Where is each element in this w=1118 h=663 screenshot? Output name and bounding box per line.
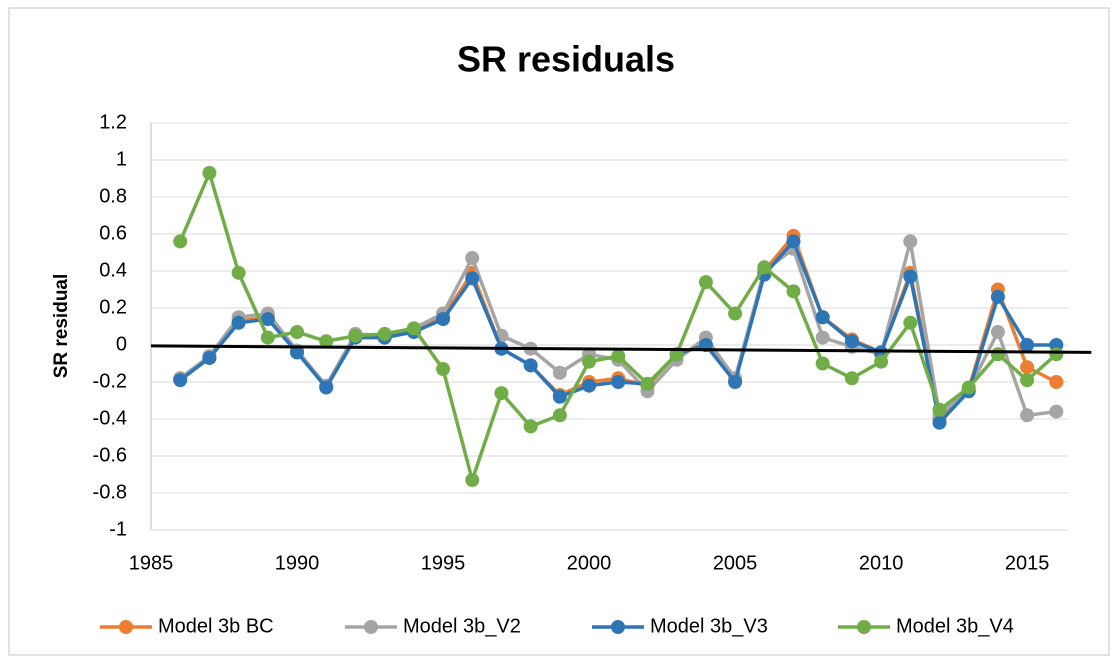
data-point [231, 315, 246, 330]
data-point [698, 275, 713, 290]
data-point [990, 347, 1005, 362]
data-point [1020, 408, 1035, 423]
legend-swatch-marker [364, 620, 378, 634]
data-point [815, 310, 830, 325]
data-point [786, 284, 801, 299]
data-point [903, 234, 918, 249]
data-point [173, 234, 188, 249]
legend-item: Model 3b_V3 [592, 615, 768, 637]
data-point [903, 315, 918, 330]
data-point [552, 365, 567, 380]
x-tick-label: 1985 [129, 552, 174, 574]
data-point [173, 373, 188, 388]
data-point [990, 325, 1005, 340]
legend-label: Model 3b_V2 [403, 615, 521, 637]
legend-item: Model 3b_V4 [838, 615, 1014, 637]
data-point [844, 334, 859, 349]
data-point [815, 356, 830, 371]
data-point [874, 354, 889, 369]
y-axis-label: SR residual [51, 274, 72, 379]
data-point [202, 165, 217, 180]
data-point [786, 234, 801, 249]
legend-swatch-marker [119, 620, 133, 634]
y-tick-label: 1.2 [99, 111, 127, 133]
data-point [406, 321, 421, 336]
y-tick-label: -0.8 [93, 481, 127, 503]
x-tick-label: 1995 [421, 552, 466, 574]
data-point [552, 408, 567, 423]
data-point [1049, 347, 1064, 362]
data-point [640, 376, 655, 391]
y-tick-label: -0.6 [93, 444, 127, 466]
data-point [465, 271, 480, 286]
data-point [319, 380, 334, 395]
data-point [1020, 373, 1035, 388]
data-point [1020, 338, 1035, 352]
y-tick-label: 0.6 [99, 222, 127, 244]
data-point [903, 269, 918, 284]
data-point [582, 354, 597, 369]
data-point [465, 251, 480, 266]
data-point [611, 375, 626, 389]
data-point [728, 306, 743, 321]
data-point [961, 380, 976, 395]
data-point [523, 419, 538, 434]
data-point [290, 325, 305, 340]
data-point [844, 371, 859, 386]
data-point [231, 265, 246, 280]
y-tick-label: 0.2 [99, 296, 127, 318]
data-point [523, 358, 538, 373]
data-point [611, 349, 626, 364]
data-point [728, 375, 743, 389]
legend-label: Model 3b_V3 [650, 615, 768, 637]
data-point [757, 260, 772, 275]
x-tick-label: 2015 [1005, 552, 1050, 574]
legend-swatch-marker [611, 620, 625, 634]
data-point [494, 386, 509, 401]
data-point [465, 473, 480, 488]
data-point [582, 378, 597, 393]
data-point [290, 345, 305, 360]
data-point [932, 415, 947, 430]
legend-item: Model 3b BC [100, 615, 274, 637]
data-point [260, 330, 275, 345]
y-tick-label: 0.8 [99, 185, 127, 207]
legend-swatch-marker [857, 620, 871, 634]
data-point [436, 362, 451, 377]
x-tick-label: 1990 [275, 552, 320, 574]
x-tick-label: 2005 [713, 552, 758, 574]
y-tick-label: -1 [109, 518, 127, 540]
legend-label: Model 3b_V4 [896, 615, 1014, 637]
data-point [815, 330, 830, 345]
data-point [1049, 404, 1064, 419]
trend-line [150, 344, 1092, 354]
data-point [552, 389, 567, 404]
y-tick-label: 0.4 [99, 259, 127, 281]
data-point [1020, 360, 1035, 375]
x-tick-label: 2000 [567, 552, 612, 574]
data-point [319, 334, 334, 349]
data-point [436, 312, 451, 327]
data-point [377, 326, 392, 341]
legend-item: Model 3b_V2 [345, 615, 521, 637]
data-point [202, 350, 217, 365]
chart-frame [8, 7, 1110, 656]
legend-label: Model 3b BC [158, 615, 274, 637]
chart-title: SR residuals [457, 39, 675, 80]
x-tick-label: 2010 [859, 552, 904, 574]
y-tick-label: 1 [116, 148, 127, 170]
data-point [932, 402, 947, 417]
y-tick-label: -0.2 [93, 370, 127, 392]
y-tick-label: 0 [116, 333, 127, 355]
data-point [1049, 375, 1064, 389]
data-point [348, 328, 363, 343]
y-tick-label: -0.4 [93, 407, 127, 429]
data-point [260, 312, 275, 327]
data-point [990, 289, 1005, 304]
